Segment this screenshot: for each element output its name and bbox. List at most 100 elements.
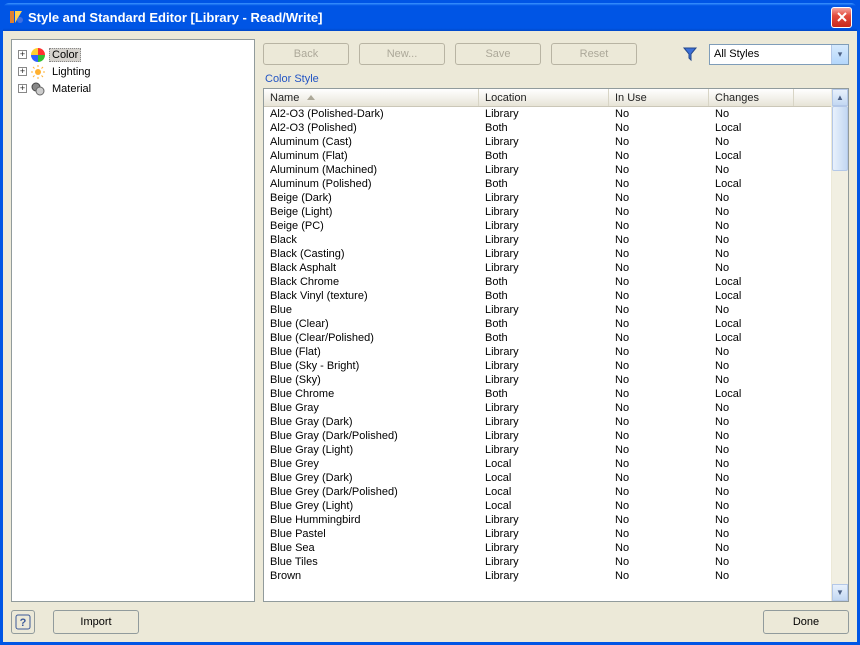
scroll-thumb[interactable] xyxy=(832,106,848,171)
expander-icon[interactable]: + xyxy=(18,84,27,93)
cell-name: Blue Gray xyxy=(264,402,479,414)
table-row[interactable]: Blue GreyLocalNoNo xyxy=(264,457,831,471)
table-row[interactable]: Aluminum (Cast)LibraryNoNo xyxy=(264,135,831,149)
cell-changes: No xyxy=(709,500,794,512)
cell-location: Library xyxy=(479,430,609,442)
cell-inuse: No xyxy=(609,444,709,456)
cell-changes: Local xyxy=(709,276,794,288)
chevron-down-icon[interactable]: ▾ xyxy=(831,45,848,64)
scrollbar[interactable]: ▲ ▼ xyxy=(831,89,848,601)
table-row[interactable]: BrownLibraryNoNo xyxy=(264,569,831,583)
close-button[interactable] xyxy=(831,7,852,28)
table-row[interactable]: Blue Grey (Dark/Polished)LocalNoNo xyxy=(264,485,831,499)
cell-name: Blue Sea xyxy=(264,542,479,554)
table-row[interactable]: Blue (Clear/Polished)BothNoLocal xyxy=(264,331,831,345)
cell-changes: Local xyxy=(709,178,794,190)
table-row[interactable]: Al2-O3 (Polished)BothNoLocal xyxy=(264,121,831,135)
table-header: Name Location In Use Changes xyxy=(264,89,831,107)
table-row[interactable]: Black Vinyl (texture)BothNoLocal xyxy=(264,289,831,303)
table-row[interactable]: Blue Gray (Dark/Polished)LibraryNoNo xyxy=(264,429,831,443)
cell-location: Library xyxy=(479,164,609,176)
table-row[interactable]: Blue Gray (Dark)LibraryNoNo xyxy=(264,415,831,429)
funnel-icon[interactable] xyxy=(681,45,699,63)
table-row[interactable]: Black AsphaltLibraryNoNo xyxy=(264,261,831,275)
scroll-up-icon[interactable]: ▲ xyxy=(832,89,848,106)
reset-button[interactable]: Reset xyxy=(551,43,637,65)
table-row[interactable]: Blue GrayLibraryNoNo xyxy=(264,401,831,415)
cell-changes: No xyxy=(709,346,794,358)
table-row[interactable]: Blue Gray (Light)LibraryNoNo xyxy=(264,443,831,457)
cell-inuse: No xyxy=(609,430,709,442)
table-row[interactable]: Blue (Sky)LibraryNoNo xyxy=(264,373,831,387)
table-row[interactable]: Beige (PC)LibraryNoNo xyxy=(264,219,831,233)
expander-icon[interactable]: + xyxy=(18,67,27,76)
tree-item-lighting[interactable]: + Lighting xyxy=(18,63,248,80)
section-label: Color Style xyxy=(263,73,849,88)
table-row[interactable]: Blue SeaLibraryNoNo xyxy=(264,541,831,555)
column-header-inuse[interactable]: In Use xyxy=(609,89,709,106)
cell-location: Both xyxy=(479,276,609,288)
table-row[interactable]: Blue PastelLibraryNoNo xyxy=(264,527,831,541)
cell-inuse: No xyxy=(609,192,709,204)
cell-location: Library xyxy=(479,136,609,148)
table-row[interactable]: Blue (Clear)BothNoLocal xyxy=(264,317,831,331)
table-row[interactable]: Blue Grey (Light)LocalNoNo xyxy=(264,499,831,513)
table-scroll: Name Location In Use Changes Al2-O3 (Pol… xyxy=(264,89,831,601)
save-button[interactable]: Save xyxy=(455,43,541,65)
table-row[interactable]: Aluminum (Polished)BothNoLocal xyxy=(264,177,831,191)
table-row[interactable]: Black ChromeBothNoLocal xyxy=(264,275,831,289)
column-header-name[interactable]: Name xyxy=(264,89,479,106)
table: Name Location In Use Changes Al2-O3 (Pol… xyxy=(263,88,849,602)
cell-inuse: No xyxy=(609,150,709,162)
cell-changes: No xyxy=(709,444,794,456)
cell-location: Local xyxy=(479,472,609,484)
import-button[interactable]: Import xyxy=(53,610,139,634)
cell-inuse: No xyxy=(609,458,709,470)
cell-name: Blue (Sky - Bright) xyxy=(264,360,479,372)
cell-name: Black Chrome xyxy=(264,276,479,288)
new-button[interactable]: New... xyxy=(359,43,445,65)
tree-item-color[interactable]: + Color xyxy=(18,46,248,63)
table-row[interactable]: Aluminum (Machined)LibraryNoNo xyxy=(264,163,831,177)
window-title: Style and Standard Editor [Library - Rea… xyxy=(28,10,831,25)
filter-dropdown[interactable]: All Styles ▾ xyxy=(709,44,849,65)
table-row[interactable]: Blue ChromeBothNoLocal xyxy=(264,387,831,401)
cell-location: Library xyxy=(479,346,609,358)
tree-panel: + Color + Lighting + xyxy=(11,39,255,602)
cell-inuse: No xyxy=(609,374,709,386)
scroll-track[interactable] xyxy=(832,106,848,584)
table-row[interactable]: Blue HummingbirdLibraryNoNo xyxy=(264,513,831,527)
column-header-changes[interactable]: Changes xyxy=(709,89,794,106)
table-row[interactable]: Black (Casting)LibraryNoNo xyxy=(264,247,831,261)
table-row[interactable]: Blue (Sky - Bright)LibraryNoNo xyxy=(264,359,831,373)
table-row[interactable]: Beige (Dark)LibraryNoNo xyxy=(264,191,831,205)
cell-inuse: No xyxy=(609,206,709,218)
table-row[interactable]: BlueLibraryNoNo xyxy=(264,303,831,317)
cell-changes: No xyxy=(709,136,794,148)
table-row[interactable]: Al2-O3 (Polished-Dark)LibraryNoNo xyxy=(264,107,831,121)
cell-inuse: No xyxy=(609,542,709,554)
table-row[interactable]: Blue Grey (Dark)LocalNoNo xyxy=(264,471,831,485)
cell-changes: No xyxy=(709,472,794,484)
column-header-location[interactable]: Location xyxy=(479,89,609,106)
back-button[interactable]: Back xyxy=(263,43,349,65)
cell-changes: No xyxy=(709,360,794,372)
help-button[interactable]: ? xyxy=(11,610,35,634)
cell-name: Blue Grey (Light) xyxy=(264,500,479,512)
expander-icon[interactable]: + xyxy=(18,50,27,59)
cell-location: Library xyxy=(479,528,609,540)
titlebar[interactable]: Style and Standard Editor [Library - Rea… xyxy=(3,3,857,31)
tree-item-material[interactable]: + Material xyxy=(18,80,248,97)
table-row[interactable]: Blue TilesLibraryNoNo xyxy=(264,555,831,569)
scroll-down-icon[interactable]: ▼ xyxy=(832,584,848,601)
table-row[interactable]: Blue (Flat)LibraryNoNo xyxy=(264,345,831,359)
table-row[interactable]: Beige (Light)LibraryNoNo xyxy=(264,205,831,219)
cell-location: Library xyxy=(479,108,609,120)
table-row[interactable]: BlackLibraryNoNo xyxy=(264,233,831,247)
table-row[interactable]: Aluminum (Flat)BothNoLocal xyxy=(264,149,831,163)
toolbar: Back New... Save Reset All Styles ▾ xyxy=(263,39,849,73)
table-body[interactable]: Al2-O3 (Polished-Dark)LibraryNoNoAl2-O3 … xyxy=(264,107,831,601)
cell-name: Al2-O3 (Polished-Dark) xyxy=(264,108,479,120)
done-button[interactable]: Done xyxy=(763,610,849,634)
cell-changes: No xyxy=(709,458,794,470)
